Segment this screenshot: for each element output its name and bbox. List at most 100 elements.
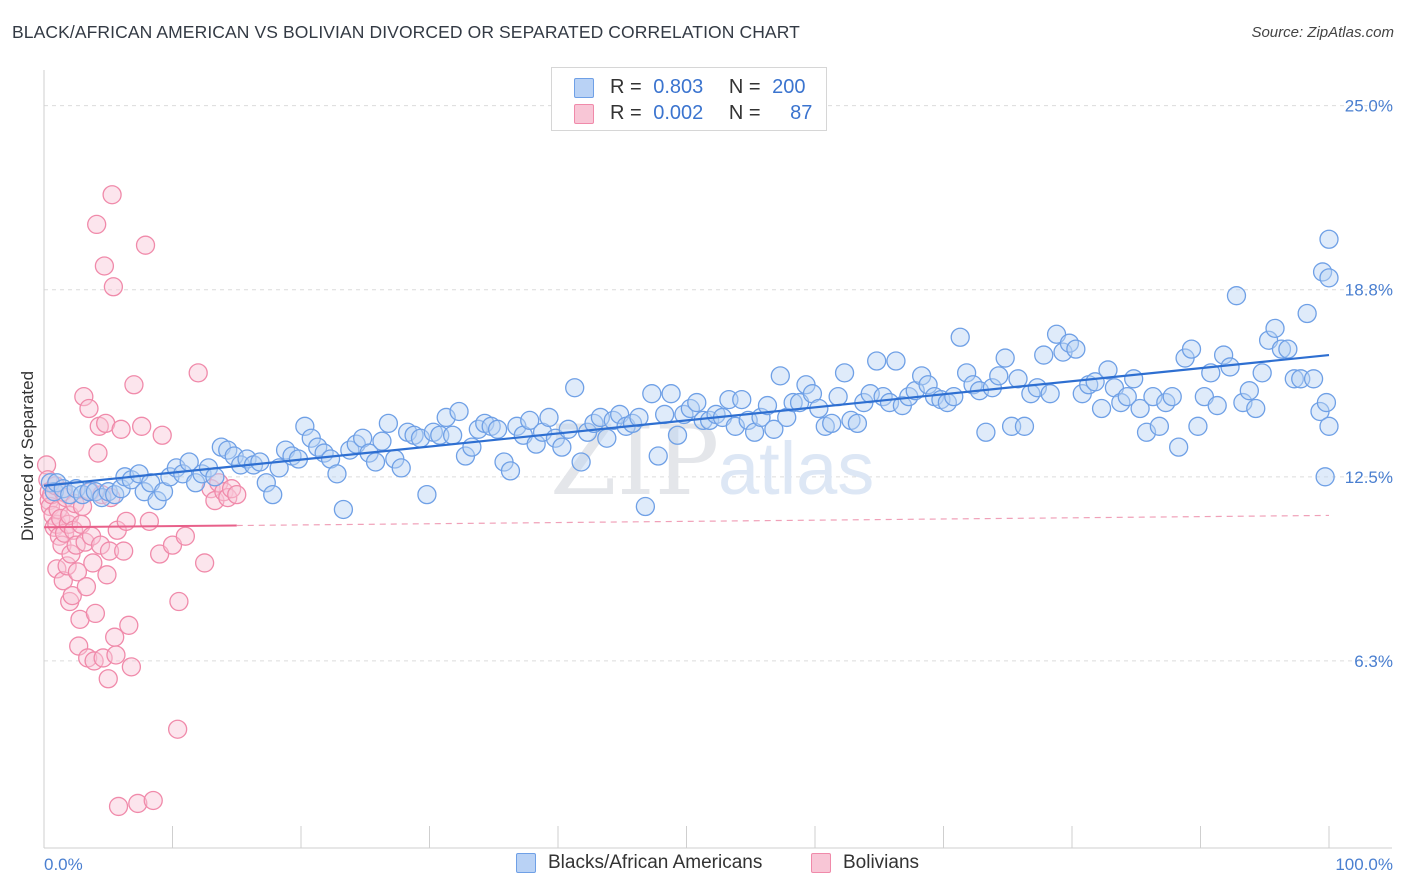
blue-data-point [867,351,887,371]
pink-data-point [169,591,189,612]
pink-data-point [132,416,152,436]
blue-data-point [295,416,315,436]
blue-data-point [847,413,868,434]
blue-data-point [372,431,392,451]
pink-data-point [76,577,97,597]
blue-data-point [822,413,842,434]
pink-data-point [135,235,156,255]
blue-trend-line [43,353,1330,487]
pink-data-point [124,375,144,395]
pink-data-point [63,520,84,540]
blue-data-point [1319,268,1339,288]
blue-data-point [1014,416,1035,436]
legend-r-value: 0.803 [653,76,704,98]
blue-data-point [687,392,707,413]
pink-trend-line-dashed [236,514,1330,527]
blue-data-point [449,401,469,422]
blue-data-point [661,384,681,404]
blue-data-point [1319,229,1339,249]
y-tick-label: 6.3% [1354,652,1393,671]
legend-n-value: 200 [772,76,806,98]
correlation-legend: R = 0.803 N = 200 R = 0.002 N = 87 [551,67,827,131]
blue-data-point [205,467,225,487]
blue-data-point [956,363,977,383]
trend-lines [43,353,1330,529]
pink-data-point [121,657,142,677]
gridlines [44,105,1392,662]
blue-data-point [1284,369,1304,389]
blue-data-point [1181,339,1202,359]
blue-data-point [1252,363,1272,383]
blue-data-point [520,410,540,431]
pink-data-point [116,511,136,532]
blue-data-point [391,458,411,478]
blue-data-point [1034,345,1054,365]
blue-data-point [558,419,578,439]
pink-data-point [88,443,108,463]
blue-data-point [571,452,591,472]
legend-r-label: R = [610,76,642,98]
pink-data-point [175,526,196,546]
blue-data-point [256,473,276,493]
pink-data-point [221,479,242,499]
axes [43,70,1392,849]
pink-data-point [114,541,134,561]
y-axis-title: Divorced or Separated [18,371,37,541]
pink-data-point [53,571,73,591]
legend-swatch-blue [574,78,594,98]
bottom-legend-label: Blacks/African Americans [548,852,763,873]
pink-data-point [119,615,139,635]
pink-data-point [97,565,117,585]
legend-r-label: R = [610,102,642,124]
blue-data-point [950,327,970,347]
blue-data-point [1278,339,1298,359]
blue-data-point [250,452,270,472]
y-tick-label: 12.5% [1345,468,1393,487]
blue-data-point [365,452,386,472]
blue-data-point [1130,398,1150,419]
blue-data-point [783,392,803,413]
pink-data-point [98,669,118,689]
bottom-legend-swatch-pink [811,853,831,873]
blue-data-point [629,407,649,428]
blue-data-point [770,366,790,386]
y-tick-label: 25.0% [1345,97,1393,116]
blue-data-point [333,499,354,520]
blue-data-point [1315,467,1335,487]
legend-n-label: N = [728,76,761,98]
x-tick-label-min: 0.0% [44,855,83,874]
bottom-legend-label: Bolivians [843,852,920,873]
blue-data-point [417,484,437,505]
blue-data-point [269,458,289,478]
pink-data-point [99,541,120,561]
blue-data-point [976,422,996,442]
blue-data-point [1265,318,1285,338]
blue-data-point [1213,345,1234,365]
blue-data-point [1220,357,1240,377]
blue-data-point [732,389,752,410]
blue-data-point [655,404,675,425]
blue-data-point [764,419,784,439]
y-tick-label: 18.8% [1345,281,1393,300]
blue-data-point [918,375,938,395]
blue-data-point [642,384,662,404]
blue-data-point [1098,360,1118,380]
pink-data-point [74,386,94,407]
pink-data-point [61,544,81,564]
blue-data-point [1271,339,1292,359]
blue-data-point [834,363,855,383]
legend-r-value: 0.002 [653,102,704,124]
blue-data-point [565,378,585,398]
pink-data-point [108,796,129,817]
pink-data-point [139,511,160,532]
blue-data-point [667,425,688,445]
chart-title: BLACK/AFRICAN AMERICAN VS BOLIVIAN DIVOR… [12,22,800,42]
blue-data-point [552,437,572,457]
blue-data-point [1124,369,1144,389]
blue-data-point [757,395,778,416]
blue-data-point [944,386,964,407]
pink-data-point [62,585,82,606]
pink-data-point [94,256,115,276]
pink-data-point [152,425,172,445]
blue-data-point [1297,303,1317,324]
